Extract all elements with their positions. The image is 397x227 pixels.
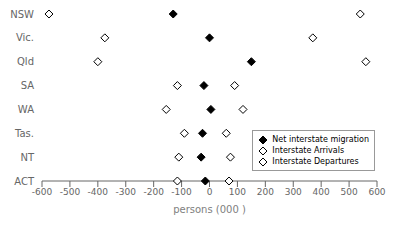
svg-text:300: 300 bbox=[285, 187, 302, 197]
svg-text:SA: SA bbox=[21, 80, 35, 91]
svg-text:-200: -200 bbox=[143, 187, 164, 197]
svg-text:500: 500 bbox=[340, 187, 357, 197]
svg-text:persons (000 ): persons (000 ) bbox=[173, 204, 246, 215]
svg-text:Qld: Qld bbox=[17, 56, 34, 67]
svg-text:100: 100 bbox=[229, 187, 246, 197]
svg-text:Vic.: Vic. bbox=[16, 32, 34, 43]
svg-text:NSW: NSW bbox=[10, 9, 34, 20]
svg-text:0: 0 bbox=[207, 187, 213, 197]
html-text:Net interstate migration: Net interstate migration bbox=[272, 135, 369, 144]
svg-text:-600: -600 bbox=[32, 187, 53, 197]
html-text:Interstate Arrivals: Interstate Arrivals bbox=[272, 146, 345, 155]
svg-text:-300: -300 bbox=[116, 187, 137, 197]
svg-text:Tas.: Tas. bbox=[14, 128, 34, 139]
svg-text:-400: -400 bbox=[88, 187, 109, 197]
html-text:Interstate Departures: Interstate Departures bbox=[272, 157, 359, 166]
svg-text:NT: NT bbox=[20, 152, 34, 163]
svg-text:600: 600 bbox=[368, 187, 385, 197]
svg-text:WA: WA bbox=[18, 104, 34, 115]
svg-text:ACT: ACT bbox=[14, 176, 35, 187]
svg-text:-500: -500 bbox=[60, 187, 81, 197]
svg-text:200: 200 bbox=[257, 187, 274, 197]
svg-text:400: 400 bbox=[313, 187, 330, 197]
svg-text:-100: -100 bbox=[171, 187, 192, 197]
